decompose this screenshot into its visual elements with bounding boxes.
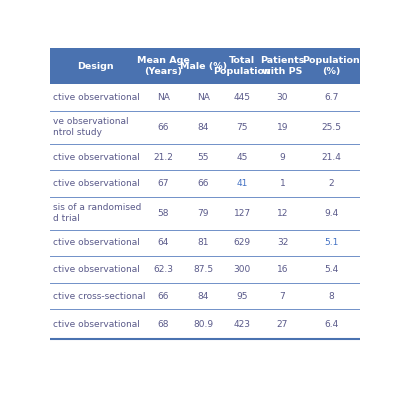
Text: 32: 32 — [277, 238, 288, 248]
Text: 84: 84 — [198, 123, 209, 132]
Bar — [50, 230, 360, 256]
Text: 19: 19 — [277, 123, 288, 132]
Text: 41: 41 — [236, 179, 248, 188]
Text: 87.5: 87.5 — [193, 265, 214, 274]
Text: Design: Design — [78, 62, 114, 71]
Text: 66: 66 — [157, 292, 169, 300]
Text: ctive observational: ctive observational — [53, 152, 140, 162]
Text: ctive observational: ctive observational — [53, 265, 140, 274]
Text: 30: 30 — [277, 93, 288, 102]
Text: 5.1: 5.1 — [324, 238, 338, 248]
Text: 300: 300 — [234, 265, 251, 274]
Text: ve observational
ntrol study: ve observational ntrol study — [53, 117, 129, 137]
Text: 81: 81 — [198, 238, 209, 248]
Text: 21.2: 21.2 — [153, 152, 173, 162]
Text: 55: 55 — [198, 152, 209, 162]
Bar — [50, 170, 360, 197]
Bar — [50, 283, 360, 309]
Text: 127: 127 — [234, 209, 251, 218]
Text: Patients
with PS: Patients with PS — [260, 56, 305, 76]
Text: 45: 45 — [236, 152, 248, 162]
Text: ctive cross-sectional: ctive cross-sectional — [53, 292, 146, 300]
Text: 25.5: 25.5 — [321, 123, 341, 132]
Text: ctive observational: ctive observational — [53, 238, 140, 248]
Text: 75: 75 — [236, 123, 248, 132]
Text: 9.4: 9.4 — [324, 209, 338, 218]
Text: 62.3: 62.3 — [153, 265, 173, 274]
Text: NA: NA — [157, 93, 170, 102]
Bar — [50, 197, 360, 230]
Text: 16: 16 — [277, 265, 288, 274]
Text: 12: 12 — [277, 209, 288, 218]
Text: 5.4: 5.4 — [324, 265, 338, 274]
Text: 66: 66 — [157, 123, 169, 132]
Text: 95: 95 — [236, 292, 248, 300]
Text: ctive observational: ctive observational — [53, 179, 140, 188]
Text: 1: 1 — [280, 179, 285, 188]
Text: Male (%): Male (%) — [180, 62, 227, 71]
Text: 27: 27 — [277, 320, 288, 329]
Bar — [50, 309, 360, 339]
Bar — [50, 84, 360, 111]
Text: 79: 79 — [198, 209, 209, 218]
Text: 80.9: 80.9 — [193, 320, 214, 329]
Text: 21.4: 21.4 — [321, 152, 341, 162]
Text: 58: 58 — [157, 209, 169, 218]
Text: 68: 68 — [157, 320, 169, 329]
Text: 445: 445 — [234, 93, 251, 102]
Text: ctive observational: ctive observational — [53, 320, 140, 329]
Text: 423: 423 — [234, 320, 251, 329]
Text: 66: 66 — [198, 179, 209, 188]
Bar — [50, 111, 360, 144]
Text: 64: 64 — [158, 238, 169, 248]
Text: 8: 8 — [328, 292, 334, 300]
Bar — [50, 256, 360, 283]
Text: 629: 629 — [234, 238, 251, 248]
Bar — [50, 144, 360, 170]
Text: 7: 7 — [280, 292, 285, 300]
Text: ctive observational: ctive observational — [53, 93, 140, 102]
Text: Total
Population: Total Population — [213, 56, 271, 76]
Text: 84: 84 — [198, 292, 209, 300]
Text: NA: NA — [197, 93, 210, 102]
Text: 6.4: 6.4 — [324, 320, 338, 329]
Text: 67: 67 — [157, 179, 169, 188]
Text: 2: 2 — [328, 179, 334, 188]
Text: Population
(%): Population (%) — [302, 56, 360, 76]
Text: 6.7: 6.7 — [324, 93, 338, 102]
Text: 9: 9 — [280, 152, 285, 162]
Text: Mean Age
(Years): Mean Age (Years) — [137, 56, 190, 76]
Text: sis of a randomised
d trial: sis of a randomised d trial — [53, 203, 142, 223]
Bar — [50, 48, 360, 84]
